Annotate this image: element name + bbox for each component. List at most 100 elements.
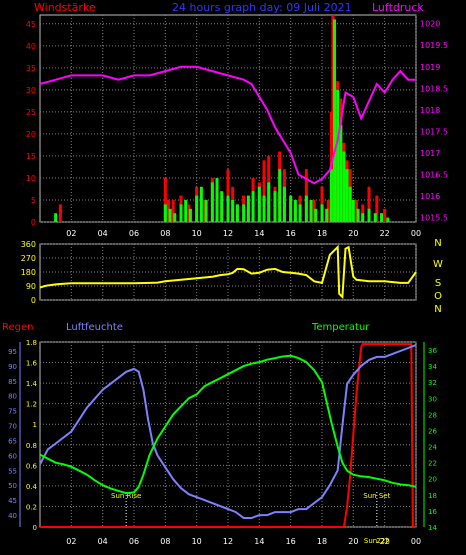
wind-bar — [325, 208, 329, 222]
humidity-tick-label: 95 — [8, 348, 17, 356]
wind-bar — [215, 177, 219, 222]
wind-bar — [386, 217, 390, 222]
wind-bar — [383, 208, 387, 222]
chart3-x-tick-label: 02 — [66, 537, 76, 546]
chart1-y2-tick-label: 1015.5 — [420, 214, 448, 223]
wind-bar — [367, 186, 371, 222]
wind-bar — [195, 195, 199, 222]
wind-bar — [278, 169, 282, 222]
chart1-x-tick-label: 00 — [411, 229, 421, 238]
wind-bar — [231, 199, 235, 222]
humidity-tick-label: 80 — [8, 393, 17, 401]
wind-bar — [356, 208, 360, 222]
humidity-tick-label: 75 — [8, 408, 17, 416]
humidity-tick-label: 45 — [8, 497, 17, 505]
rain-tick-label: 0.6 — [26, 462, 38, 470]
chart1-y-tick-label: 10 — [26, 174, 36, 183]
temperature-tick-label: 24 — [428, 444, 437, 452]
wind-bar — [179, 204, 183, 222]
wind-bar — [339, 125, 343, 222]
wind-pressure-chart: 0510152025303540451015.510161016.5101710… — [26, 14, 448, 238]
wind-bar — [375, 195, 379, 222]
wind-bar — [273, 191, 277, 222]
header-right-label: Luftdruck — [372, 1, 424, 14]
chart3-x-tick-label: 08 — [160, 537, 170, 546]
wind-bar — [184, 199, 188, 222]
header-title: 24 hours graph day: 09 Juli 2021 — [172, 1, 352, 14]
rain-line — [40, 343, 416, 528]
chart1-x-tick-label: 10 — [192, 229, 202, 238]
wind-bar — [246, 195, 250, 222]
wind-bar — [199, 186, 203, 222]
chart1-y-tick-label: 30 — [26, 86, 36, 95]
wind-bar — [267, 182, 271, 222]
chart1-x-tick-label: 20 — [348, 229, 358, 238]
wind-bar — [226, 195, 230, 222]
rain-tick-label: 0 — [33, 524, 37, 532]
chart1-x-tick-label: 12 — [223, 229, 233, 238]
chart1-y-tick-label: 25 — [26, 108, 36, 117]
temperature-axis-title: Temperatur — [311, 322, 370, 333]
humidity-tick-label: 85 — [8, 378, 17, 386]
chart1-y2-tick-label: 1018 — [420, 106, 440, 115]
temperature-tick-label: 14 — [428, 524, 437, 532]
wind-bar — [342, 151, 346, 222]
wind-bar — [348, 186, 352, 222]
wind-bar — [312, 199, 316, 222]
compass-label: N — [434, 238, 441, 249]
temperature-tick-label: 26 — [428, 427, 437, 435]
wind-bar — [314, 208, 318, 222]
temperature-tick-label: 18 — [428, 492, 437, 500]
wind-bar — [334, 133, 338, 222]
rain-tick-label: 1.8 — [26, 339, 37, 347]
temperature-tick-label: 28 — [428, 411, 437, 419]
temperature-tick-label: 32 — [428, 379, 437, 387]
chart1-x-tick-label: 08 — [160, 229, 170, 238]
chart3-x-tick-label: 10 — [192, 537, 202, 546]
wind-bar — [298, 204, 302, 222]
wind-bar — [58, 204, 62, 222]
wind-bar — [163, 177, 167, 222]
sun-annotation-label: Sun Rise — [111, 492, 141, 500]
temperature-tick-label: 16 — [428, 508, 437, 516]
wind-bar — [210, 182, 214, 222]
wind-bar — [204, 199, 208, 222]
humidity-axis-title: Luftfeuchte — [66, 322, 123, 333]
chart1-y2-tick-label: 1016.5 — [420, 171, 448, 180]
wind-bar — [361, 213, 365, 222]
wind-bar — [289, 195, 293, 222]
rain-tick-label: 0.2 — [26, 503, 37, 511]
humidity-line — [39, 344, 417, 519]
chart1-x-tick-label: 16 — [286, 229, 296, 238]
chart3-x-tick-label: 22 — [380, 537, 390, 546]
rain-tick-label: 0.4 — [26, 483, 38, 491]
chart1-y2-tick-label: 1019.5 — [420, 41, 448, 50]
chart1-x-tick-label: 14 — [254, 229, 264, 238]
compass-label: N — [434, 304, 441, 315]
wind-bar — [367, 208, 371, 222]
wind-bar — [336, 89, 340, 222]
wind-bar — [173, 213, 177, 222]
chart1-x-tick-label: 22 — [380, 229, 390, 238]
wind-bar — [282, 186, 286, 222]
wind-bar — [171, 199, 175, 222]
humidity-tick-label: 50 — [8, 482, 17, 490]
chart1-y-tick-label: 5 — [31, 196, 36, 205]
wind-bar — [326, 199, 330, 222]
chart2-y-tick-label: 0 — [31, 296, 36, 305]
wind-bar — [203, 199, 206, 222]
temperature-tick-label: 22 — [428, 460, 437, 468]
wind-bar — [333, 19, 337, 223]
chart1-y2-tick-label: 1017 — [420, 149, 440, 158]
chart1-x-tick-label: 18 — [317, 229, 327, 238]
chart1-y-tick-label: 20 — [26, 130, 36, 139]
wind-bar — [187, 204, 191, 222]
temperature-tick-label: 34 — [428, 363, 437, 371]
rain-tick-label: 1.6 — [26, 360, 38, 368]
wind-bar — [163, 204, 167, 222]
chart1-y2-tick-label: 1019 — [420, 63, 440, 72]
wind-bar — [380, 213, 384, 222]
wind-bar — [262, 160, 266, 222]
chart1-y2-tick-label: 1016 — [420, 192, 440, 201]
